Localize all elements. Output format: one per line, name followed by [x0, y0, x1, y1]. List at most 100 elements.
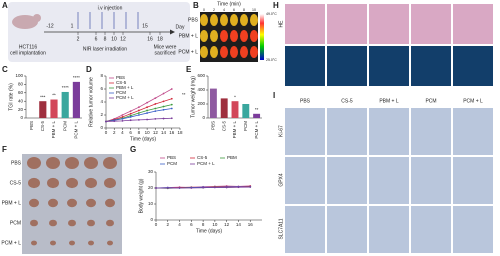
injection-label: i.v injection: [98, 5, 123, 11]
significance: **: [52, 93, 56, 98]
tumor: [69, 240, 75, 246]
thermal-mouse: [200, 30, 208, 42]
day-label: Day: [176, 24, 185, 30]
ihc-image: [369, 108, 409, 155]
y-tick-label: 10: [148, 201, 154, 206]
timeline-tick: 2: [77, 36, 80, 42]
y-tick-label: 600: [197, 73, 205, 78]
x-tick-label: CS-5: [40, 121, 45, 132]
point: [121, 114, 124, 116]
thermal-mouse: [200, 14, 208, 26]
tumor: [31, 240, 37, 246]
ihc-image: [369, 206, 409, 253]
tumor: [106, 219, 114, 227]
tunel-image: [453, 46, 493, 86]
row-label: PBS: [188, 17, 199, 23]
tumor: [86, 198, 96, 208]
thermal-mouse: [240, 14, 248, 26]
point: [170, 88, 173, 90]
thermal-mouse: [250, 14, 258, 26]
bar: [242, 104, 250, 118]
tumor: [67, 198, 77, 208]
y-tick-label: 30: [148, 169, 154, 174]
note: cell implantation: [10, 50, 46, 56]
ihc-image: [285, 206, 325, 253]
bar: [72, 81, 80, 118]
thermal-mouse: [240, 46, 248, 58]
y-tick-label: 20: [18, 107, 24, 112]
point: [170, 103, 173, 106]
ihc-image: [369, 157, 409, 204]
x-tick-label: 6: [190, 222, 193, 227]
point: [129, 119, 132, 122]
point: [137, 118, 140, 121]
timeline-tick: 16: [147, 36, 153, 42]
bar: [209, 88, 217, 118]
he-image: [453, 4, 493, 44]
y-tick-label: 60: [18, 90, 24, 95]
y-tick-label: 2: [100, 112, 103, 117]
legend-label: PCM: [167, 161, 177, 166]
note: sacrificed: [154, 50, 175, 56]
row-label: CS-5: [10, 180, 22, 186]
ihc-image: [285, 108, 325, 155]
point: [155, 187, 157, 189]
thermal-mouse: [230, 30, 238, 42]
point: [129, 114, 132, 117]
row-label: PCM: [10, 220, 21, 226]
y-tick-label: 100: [15, 73, 23, 78]
point: [249, 186, 252, 188]
point: [129, 110, 132, 112]
point: [105, 120, 107, 123]
x-tick-label: 2: [167, 222, 170, 227]
x-tick-label: 14: [161, 130, 167, 135]
bar: [253, 113, 261, 118]
he-image: [411, 4, 451, 44]
legend-label: PBS: [116, 75, 125, 80]
x-tick-label: PCM + L: [74, 121, 79, 139]
point: [137, 109, 140, 112]
tumor: [85, 177, 97, 189]
x-tick-label: 6: [129, 130, 132, 135]
time-label: 2: [213, 8, 215, 12]
y-axis-label: Tumor weight (mg): [190, 76, 196, 118]
x-tick-label: 0: [155, 222, 158, 227]
bar: [61, 91, 69, 118]
note: NIR laser irradiation: [83, 46, 127, 52]
point: [146, 118, 149, 121]
tumor: [88, 240, 94, 246]
he-image: [285, 4, 325, 44]
point: [146, 106, 149, 109]
x-tick-label: 12: [153, 130, 159, 135]
thermal-mouse: [250, 30, 258, 42]
mouse-icon: [12, 15, 38, 29]
time-label: 4: [223, 8, 225, 12]
ihc-image: [327, 157, 367, 204]
tunel-image: [285, 46, 325, 86]
y-tick-label: 4: [100, 99, 103, 104]
tumor: [47, 177, 59, 189]
tumor: [68, 219, 76, 227]
x-tick-label: PBM + L: [51, 121, 56, 139]
note: Mice were: [154, 44, 177, 50]
y-tick-label: 200: [197, 101, 205, 106]
tumor: [29, 198, 39, 208]
significance: ***: [40, 94, 46, 99]
tumor: [107, 240, 113, 246]
column-label: PBM + L: [379, 98, 399, 104]
time-label: 6: [233, 8, 235, 12]
point: [137, 112, 140, 114]
thermal-mouse: [230, 14, 238, 26]
point: [166, 187, 169, 190]
tumor: [46, 157, 60, 169]
tumor: [104, 177, 116, 189]
thermal-mouse: [210, 46, 218, 58]
x-tick-label: 2: [113, 130, 116, 135]
histology-images: [285, 4, 493, 253]
x-tick-label: PCM + L: [254, 121, 259, 139]
tumor: [84, 157, 98, 169]
ihc-image: [453, 206, 493, 253]
tumor: [103, 157, 117, 169]
tumor: [65, 157, 79, 169]
